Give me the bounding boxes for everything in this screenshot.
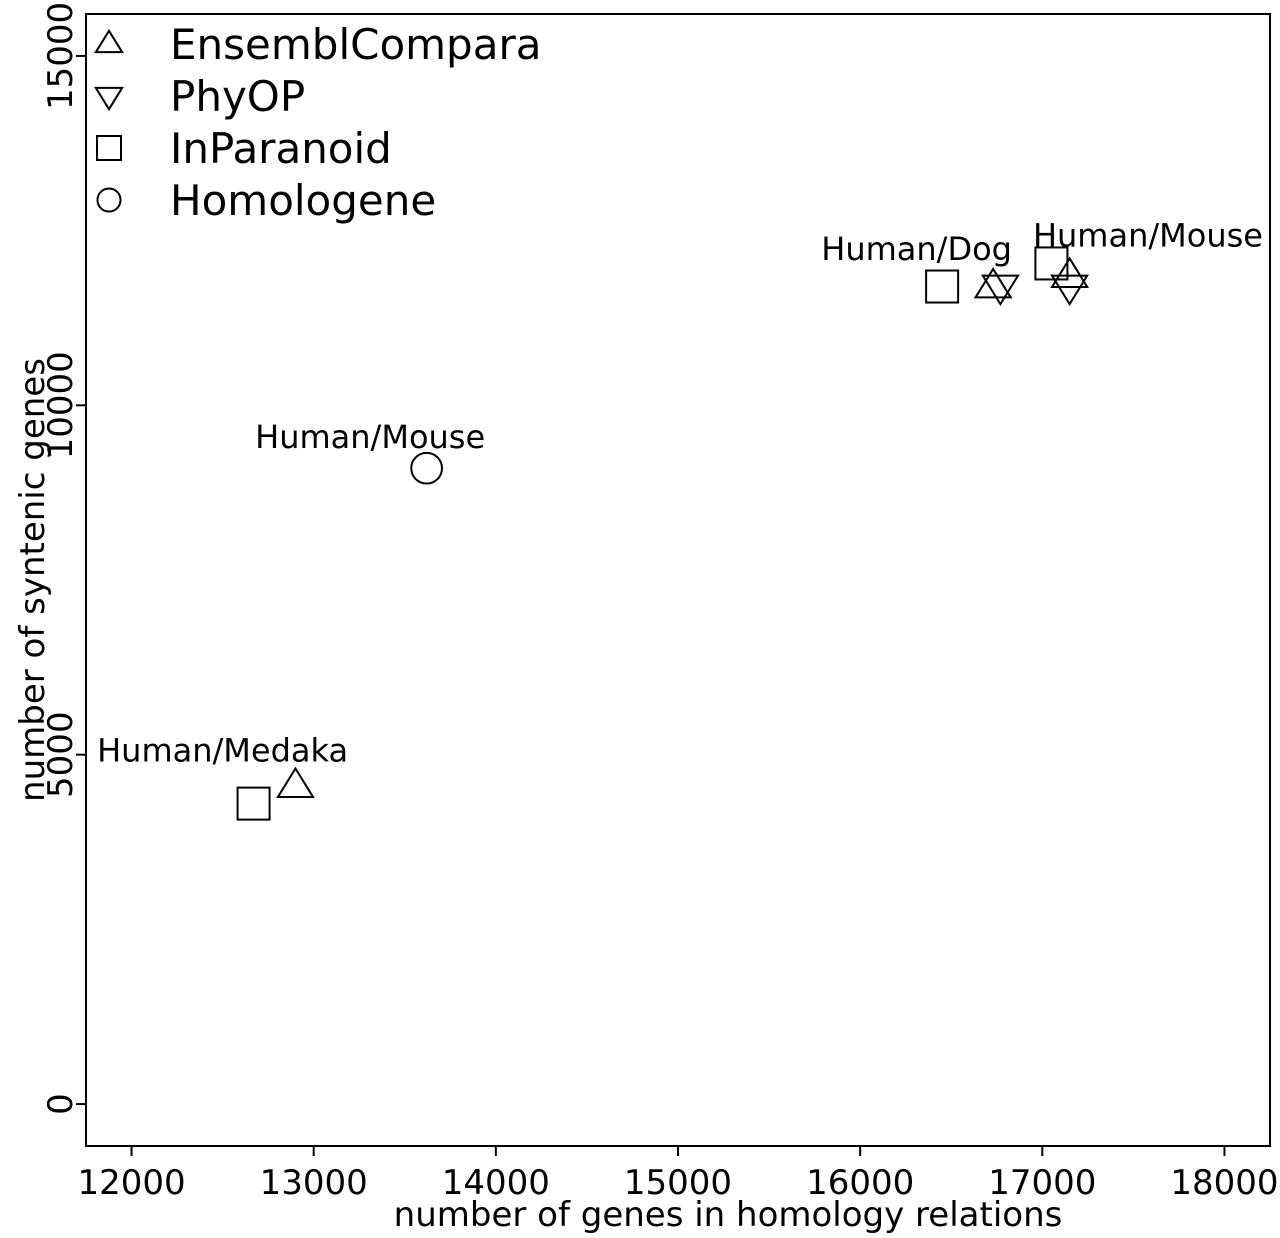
point-triangle-down [1050, 274, 1090, 307]
y-axis: 0 5000 10000 15000 [41, 2, 86, 1115]
x-tick-label: 12000 [77, 1163, 185, 1203]
legend-marker-square [96, 135, 122, 161]
x-axis: 12000 13000 14000 15000 16000 17000 18000 [77, 1146, 1279, 1203]
point-circle [410, 451, 443, 485]
x-tick-label: 16000 [806, 1163, 914, 1203]
legend-label: PhyOP [170, 72, 305, 121]
y-tick-label: 0 [41, 1093, 81, 1115]
legend-marker-triangle-down [94, 86, 124, 112]
point-triangle-down [981, 274, 1020, 307]
y-tick-label: 15000 [41, 2, 81, 110]
x-tick-label: 14000 [442, 1163, 550, 1203]
point-square [236, 786, 271, 821]
point-annotation: Human/Mouse [255, 418, 485, 456]
point-annotation: Human/Dog [821, 230, 1012, 268]
y-tick-label: 5000 [41, 711, 81, 798]
y-axis-label: number of syntenic genes [13, 358, 53, 802]
x-tick-label: 18000 [1170, 1163, 1278, 1203]
legend-label: InParanoid [170, 124, 392, 173]
legend-label: EnsemblCompara [170, 20, 541, 69]
point-triangle-up [1050, 256, 1090, 288]
point-triangle-up [973, 267, 1013, 299]
point-square [925, 269, 960, 304]
x-tick-label: 17000 [988, 1163, 1096, 1203]
x-axis-label: number of genes in homology relations [394, 1195, 1063, 1235]
point-annotation: Human/Medaka [97, 732, 348, 770]
point-annotation: Human/Mouse [1033, 217, 1263, 255]
x-tick-label: 13000 [260, 1163, 368, 1203]
legend-label: Homologene [170, 176, 436, 225]
legend-marker-circle [96, 187, 122, 213]
annotations: Human/Medaka Human/Mouse Human/Dog Human/Mo… [97, 217, 1263, 770]
y-tick-label: 10000 [41, 351, 81, 459]
x-tick-label: 15000 [624, 1163, 732, 1203]
data-points [236, 246, 1090, 821]
point-square [1034, 246, 1069, 281]
legend-marker-triangle-up [94, 28, 124, 54]
point-triangle-up [276, 766, 315, 799]
